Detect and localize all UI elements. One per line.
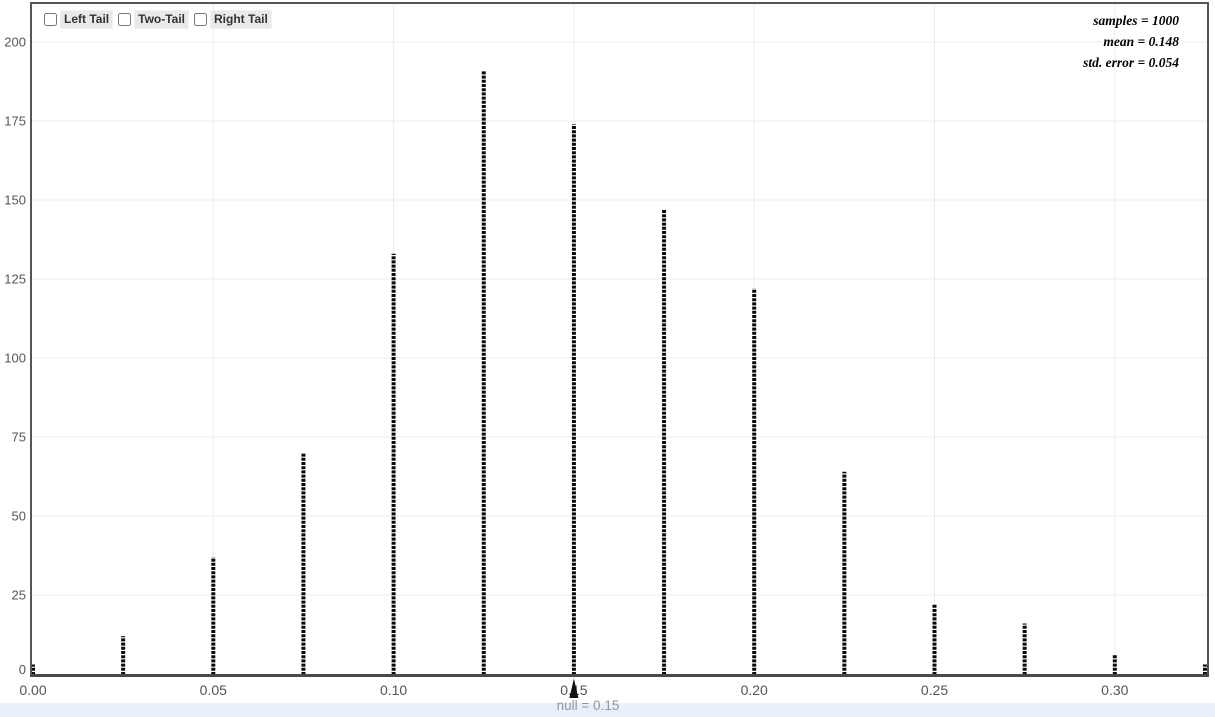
stats-annotation: samples = 1000 mean = 0.148 std. error =…	[1083, 11, 1179, 74]
null-hypothesis-label: null = 0.15	[556, 698, 620, 713]
right-tail-group: Right Tail	[194, 10, 272, 29]
mean-stat: mean = 0.148	[1103, 33, 1179, 49]
x-tick-label: 0.20	[741, 682, 768, 698]
y-tick-label: 175	[4, 114, 26, 129]
x-tick-label: 0.25	[921, 682, 948, 698]
y-tick-label: 75	[12, 430, 26, 445]
y-tick-label: 50	[12, 509, 26, 524]
y-tick-label: 150	[4, 193, 26, 208]
null-marker-triangle	[569, 678, 579, 698]
left-tail-label[interactable]: Left Tail	[60, 10, 114, 29]
y-tick-label: 25	[12, 588, 26, 603]
std-error-stat: std. error = 0.054	[1083, 54, 1179, 70]
left-tail-group: Left Tail	[44, 10, 114, 29]
x-tick-label: 0.05	[200, 682, 227, 698]
two-tail-label[interactable]: Two-Tail	[134, 10, 190, 29]
y-tick-label: 200	[4, 35, 26, 50]
left-tail-checkbox[interactable]	[44, 13, 57, 26]
two-tail-checkbox[interactable]	[118, 13, 132, 26]
right-tail-label[interactable]: Right Tail	[210, 10, 272, 29]
y-tick-label: 0	[19, 662, 26, 677]
x-tick-label: 0.30	[1101, 682, 1128, 698]
y-tick-label: 125	[4, 272, 26, 287]
two-tail-group: Two-Tail	[118, 10, 190, 29]
plot-frame	[30, 2, 1209, 676]
bottom-panel-strip	[0, 703, 1215, 717]
samples-stat: samples = 1000	[1093, 13, 1179, 28]
y-tick-label: 100	[4, 351, 26, 366]
x-tick-label: 0.10	[380, 682, 407, 698]
tail-controls: Left Tail Two-Tail Right Tail	[44, 10, 272, 29]
x-tick-label: 0.00	[19, 682, 46, 698]
right-tail-checkbox[interactable]	[194, 13, 208, 26]
